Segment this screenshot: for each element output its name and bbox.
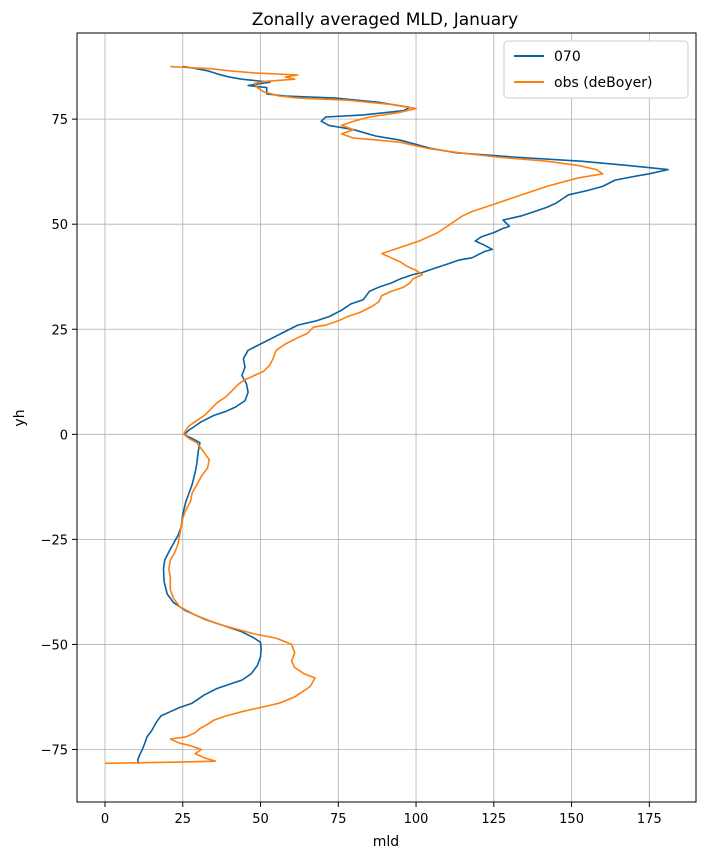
axis-ticks: 0 25 50 75 100 125 150 175 −75 −50 −25 0 25 50 75 bbox=[41, 113, 662, 827]
y-tick-label: 0 bbox=[60, 428, 68, 443]
y-axis-label: yh bbox=[12, 409, 28, 426]
x-tick-label: 25 bbox=[174, 812, 191, 827]
legend-label-070: 070 bbox=[554, 49, 581, 65]
y-tick-label: 50 bbox=[51, 218, 68, 233]
x-axis-label: mld bbox=[373, 834, 399, 850]
x-tick-label: 150 bbox=[559, 812, 584, 827]
legend: 070 obs (deBoyer) bbox=[503, 40, 689, 99]
y-tick-label: 75 bbox=[51, 113, 68, 128]
plot-frame bbox=[76, 32, 697, 803]
y-tick-label: −50 bbox=[41, 638, 68, 653]
x-tick-label: 125 bbox=[481, 812, 506, 827]
series-line-070 bbox=[136, 65, 669, 764]
series-line-obs-deboyer bbox=[104, 65, 604, 765]
grid bbox=[77, 33, 696, 802]
x-tick-label: 175 bbox=[637, 812, 662, 827]
y-tick-label: 25 bbox=[51, 323, 68, 338]
x-tick-label: 50 bbox=[252, 812, 269, 827]
x-tick-label: 100 bbox=[404, 812, 429, 827]
chart-title: Zonally averaged MLD, January bbox=[252, 10, 518, 30]
legend-label-obs: obs (deBoyer) bbox=[554, 75, 652, 91]
legend-box bbox=[503, 40, 689, 99]
x-tick-label: 75 bbox=[330, 812, 347, 827]
y-tick-label: −25 bbox=[41, 533, 68, 548]
series-layer bbox=[104, 65, 669, 765]
x-tick-label: 0 bbox=[101, 812, 109, 827]
y-tick-label: −75 bbox=[41, 743, 68, 758]
